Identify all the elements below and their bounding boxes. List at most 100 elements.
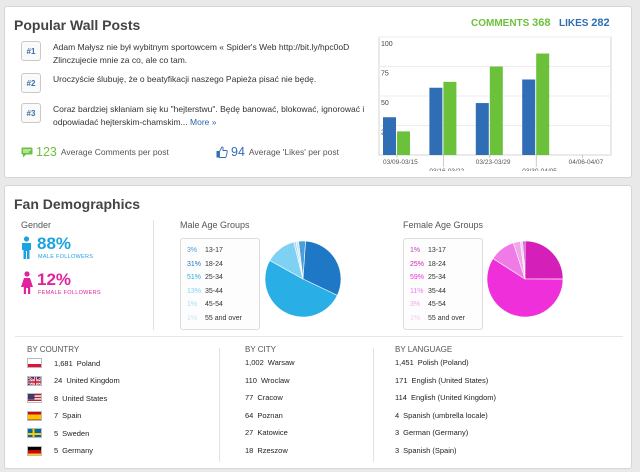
bar-likes-3[interactable] <box>522 79 536 155</box>
language-name: German (Germany) <box>403 428 469 437</box>
x-tick-label: 03/16-03/22 <box>429 168 464 171</box>
legend-likes: LIKES 282 <box>559 17 610 29</box>
legend-likes-total: 282 <box>591 17 610 29</box>
age-group-row: 31% 18-24 <box>187 261 223 268</box>
city-count: 64 <box>245 410 254 420</box>
city-row: 1,002 Warsaw <box>245 358 295 367</box>
avg-likes: 94 Average 'Likes' per post <box>216 145 339 159</box>
age-group-range: 55 and over <box>428 314 465 322</box>
column-divider <box>373 348 374 462</box>
city-count: 27 <box>245 428 254 437</box>
pie-slice-55-and-over[interactable] <box>295 240 304 280</box>
age-group-percent: 59% <box>410 274 425 281</box>
age-group-range: 45-54 <box>205 301 223 308</box>
language-name: English (United States) <box>411 375 489 385</box>
bar-comments-3[interactable] <box>536 53 550 155</box>
city-row: 27 Katowice <box>245 428 288 437</box>
city-name: Rzeszow <box>257 445 288 455</box>
bar-likes-2[interactable] <box>475 103 489 155</box>
female-followers-label: FEMALE FOLLOWERS <box>38 290 101 296</box>
x-tick-label: 03/30-04/05 <box>522 168 557 171</box>
male-age-pie-chart <box>264 240 342 318</box>
city-name: Katowice <box>257 428 288 437</box>
post-text-body: Coraz bardziej skłaniam się ku "hejterst… <box>53 104 365 127</box>
country-count: 5 <box>54 428 59 438</box>
country-count: 7 <box>54 411 59 420</box>
flag-de-icon <box>27 445 42 456</box>
country-count: 24 <box>54 376 63 385</box>
city-name: Cracow <box>257 393 283 402</box>
age-group-percent: 25% <box>410 260 425 268</box>
female-age-pie-chart <box>486 240 564 318</box>
language-row: 3 Spanish (Spain) <box>395 446 457 455</box>
city-count: 1,002 <box>245 358 264 367</box>
country-count: 1,681 <box>54 358 73 368</box>
flag-us-icon <box>27 393 42 403</box>
age-group-row: 3% 45-54 <box>410 301 446 308</box>
column-divider <box>219 348 220 462</box>
city-row: 18 Rzeszow <box>245 446 288 455</box>
country-count: 5 <box>54 446 59 455</box>
language-count: 3 <box>395 445 400 455</box>
legend-comments-total: 368 <box>532 17 551 29</box>
bar-comments-2[interactable] <box>489 66 503 156</box>
post-item-3[interactable]: #3 Coraz bardziej skłaniam się ku "hejte… <box>21 103 365 133</box>
by-language-title: BY LANGUAGE <box>395 345 453 354</box>
x-tick-label: 03/23-03/29 <box>476 159 511 166</box>
age-group-range: 13-17 <box>205 247 223 254</box>
avg-comments-label: Average Comments per post <box>60 147 169 157</box>
language-count: 114 <box>395 393 407 402</box>
age-group-range: 35-44 <box>428 287 446 295</box>
city-name: Poznan <box>257 410 283 420</box>
age-group-range: 13-17 <box>428 247 446 254</box>
language-row: 171 English (United States) <box>395 376 488 385</box>
country-name: Poland <box>76 358 101 368</box>
bar-comments-0[interactable] <box>397 131 410 155</box>
pie-slice-25-34[interactable] <box>264 260 338 318</box>
female-percentage: 12% <box>37 270 72 289</box>
x-tick-label: 03/09-03/15 <box>383 159 418 166</box>
language-count: 3 <box>395 428 400 437</box>
male-followers-label: MALE FOLLOWERS <box>38 254 94 260</box>
pie-slice-25-34[interactable] <box>486 258 564 318</box>
city-row: 110 Wroclaw <box>245 376 290 385</box>
city-count: 18 <box>245 445 254 455</box>
bar-likes-0[interactable] <box>383 117 396 155</box>
country-row: 1,681 Poland <box>27 358 100 368</box>
language-name: Spanish (umbrella locale) <box>403 410 488 420</box>
city-row: 64 Poznan <box>245 411 283 420</box>
male-percentage: 88% <box>37 234 72 253</box>
y-tick-label: 75 <box>381 71 389 78</box>
age-group-percent: 13% <box>187 287 202 295</box>
age-group-row: 59% 25-34 <box>410 274 446 281</box>
male-age-legend: 3% 13-17 31% 18-24 51% 25-34 13% 35-44 1% 45-54 1%… <box>180 238 260 330</box>
male-age-title: Male Age Groups <box>180 220 250 230</box>
post-item-1[interactable]: #1 Adam Małysz nie był wybitnym sportowc… <box>21 41 361 71</box>
age-group-row: 1% 55 and over <box>187 315 242 322</box>
language-row: 3 German (Germany) <box>395 428 468 437</box>
bar-comments-1[interactable] <box>443 81 457 155</box>
city-count: 110 <box>245 375 257 385</box>
more-link[interactable]: More » <box>190 117 217 127</box>
female-person-icon <box>21 271 33 294</box>
language-count: 171 <box>395 375 408 385</box>
country-row: 5 Germany <box>27 445 93 456</box>
avg-comments-value: 123 <box>36 145 57 159</box>
female-age-title: Female Age Groups <box>403 220 484 230</box>
post-rank-badge: #1 <box>21 41 41 61</box>
country-row: 8 United States <box>27 393 107 403</box>
pie-slice-55-and-over[interactable] <box>520 240 526 280</box>
flag-pl-icon <box>27 358 42 368</box>
demographics-separator <box>15 336 623 337</box>
post-item-2[interactable]: #2 Uroczyście ślubuję, że o beatyfikacji… <box>21 73 361 97</box>
age-group-percent: 1% <box>187 301 198 308</box>
age-group-percent: 51% <box>187 274 202 281</box>
pie-slice-18-24[interactable] <box>302 240 342 296</box>
age-group-row: 1% 45-54 <box>187 301 223 308</box>
age-group-row: 13% 35-44 <box>187 288 223 295</box>
avg-likes-label: Average 'Likes' per post <box>248 147 339 157</box>
y-tick-label: 100 <box>381 41 393 48</box>
age-group-percent: 1% <box>410 247 421 254</box>
pie-slice-18-24[interactable] <box>524 240 564 280</box>
bar-likes-1[interactable] <box>429 87 443 155</box>
